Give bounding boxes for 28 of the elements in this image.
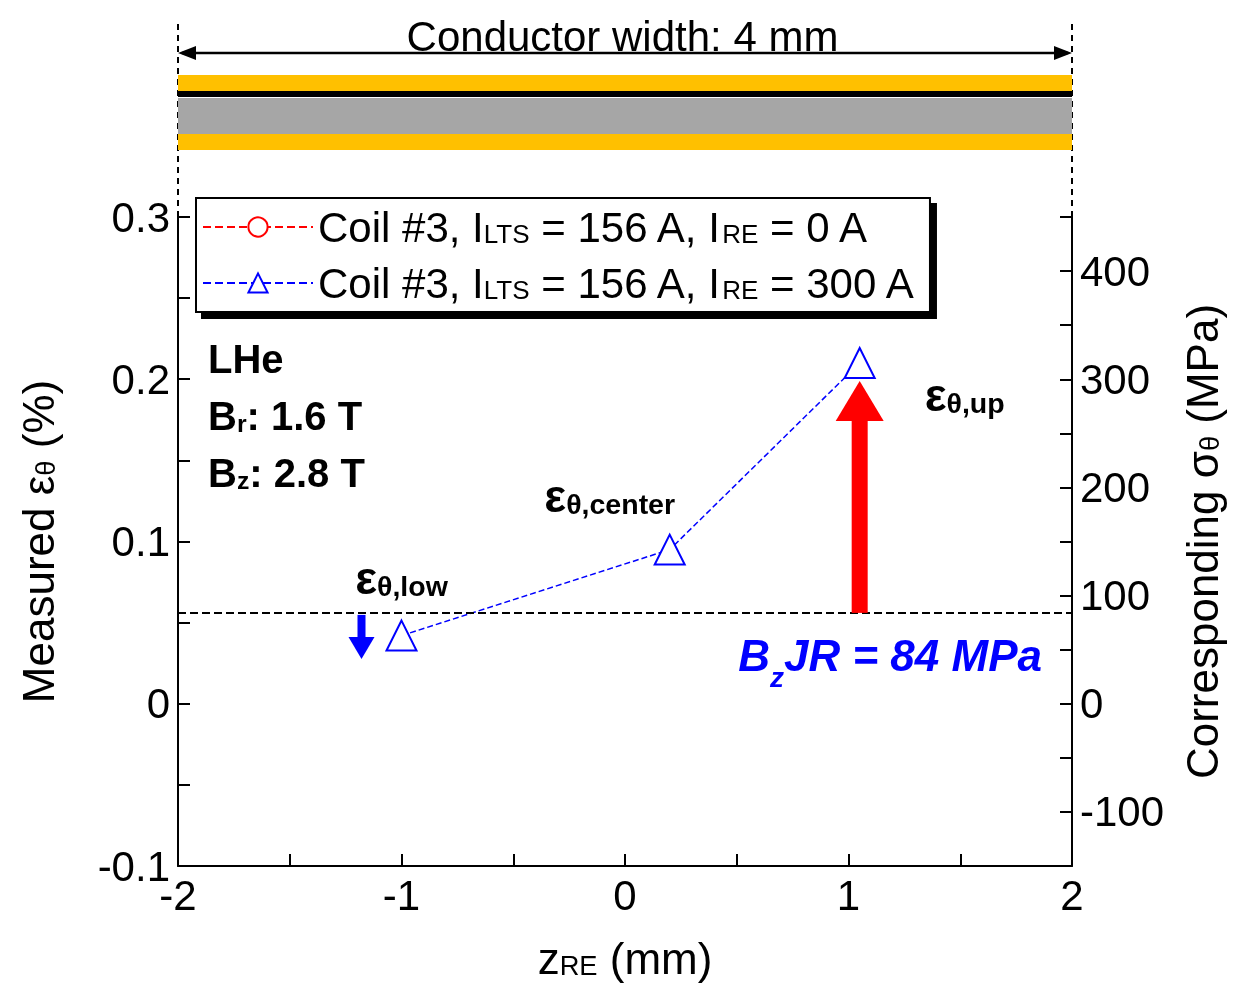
y2-tick-label: 200 xyxy=(1080,463,1151,511)
y2-tick-label: 300 xyxy=(1080,355,1151,403)
y-tick-label: 0 xyxy=(146,680,170,728)
y-axis-title: Measured εθ (%) xyxy=(13,379,63,704)
annotation: LHe xyxy=(208,337,284,381)
y2-tick-label: 400 xyxy=(1080,247,1151,295)
x-tick-label: 0 xyxy=(613,871,637,919)
y-tick-label: 0.1 xyxy=(111,518,170,565)
point xyxy=(653,533,686,566)
annotation: Br: 1.6 T xyxy=(208,394,363,438)
y2-tick-label: 100 xyxy=(1080,572,1151,620)
y2-axis-title: Corresponding σθ (MPa) xyxy=(1177,303,1227,780)
y2-tick-label: 0 xyxy=(1080,680,1104,728)
x-tick-label: -1 xyxy=(382,871,421,919)
y2-tick-label: -100 xyxy=(1080,788,1165,836)
chart-title: Conductor width: 4 mm xyxy=(406,12,839,60)
point xyxy=(843,347,876,380)
point xyxy=(385,619,418,652)
x-tick-label: 1 xyxy=(836,871,861,919)
x-tick-label: 2 xyxy=(1060,871,1084,919)
y-tick-label: 0.2 xyxy=(111,355,170,403)
annotation: εθ,low xyxy=(355,551,449,604)
annotation: εθ,up xyxy=(924,369,1005,422)
annotation: εθ,center xyxy=(544,469,676,522)
y-tick-label: 0.3 xyxy=(111,193,170,241)
annotation: Bz: 2.8 T xyxy=(208,451,365,495)
x-axis-title: zRE (mm) xyxy=(537,933,713,983)
ref-line-label: B$_{z}$JR = 84 MPa xyxy=(738,630,1042,693)
